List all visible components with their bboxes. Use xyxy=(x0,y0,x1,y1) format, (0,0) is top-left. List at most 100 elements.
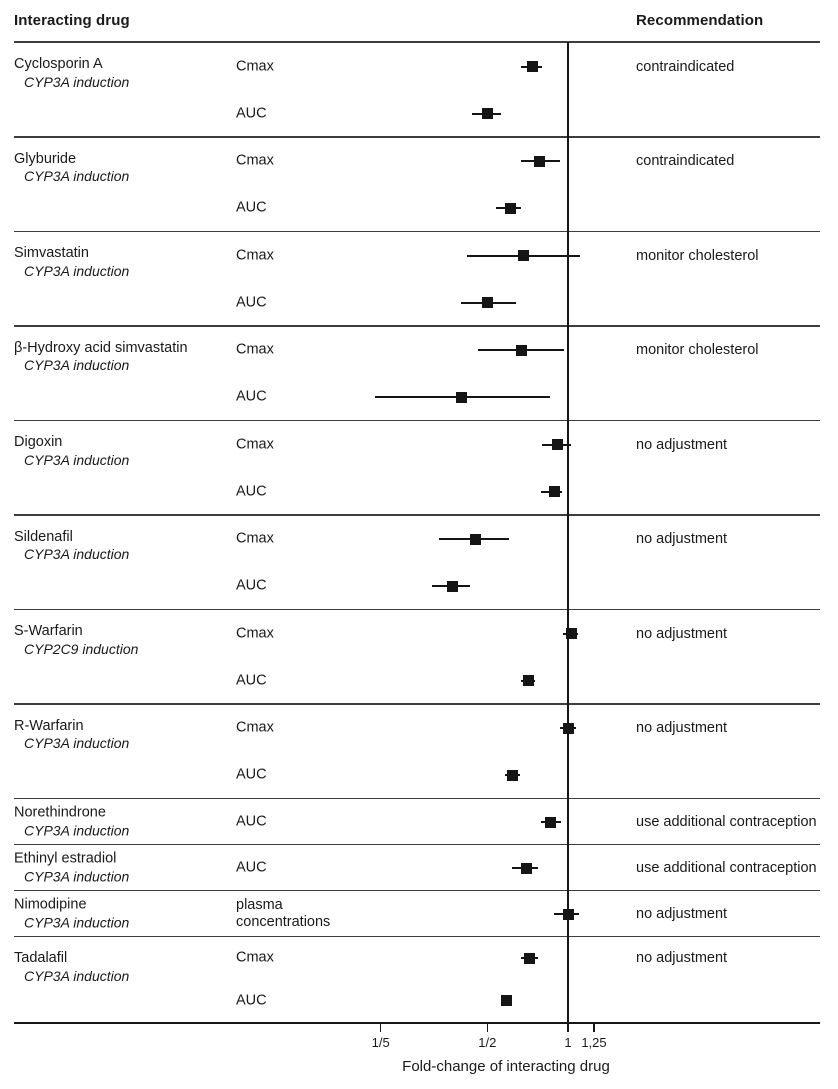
x-axis-line xyxy=(14,1022,820,1024)
column-header-interacting-drug: Interacting drug xyxy=(14,12,130,29)
measure-row: Cmax monitor cholesterol xyxy=(0,232,838,279)
header-divider xyxy=(14,41,820,43)
measure-label: AUC xyxy=(236,992,267,1009)
measure-label: AUC xyxy=(236,577,267,594)
drug-mechanism: CYP3A induction xyxy=(24,735,130,751)
measure-list: Cmax contraindicated AUC xyxy=(0,138,838,233)
recommendation-text: monitor cholesterol xyxy=(636,247,759,264)
measure-label: Cmax xyxy=(236,341,274,358)
measure-list: Cmax no adjustment AUC xyxy=(0,937,838,1022)
measure-row: Cmax no adjustment xyxy=(0,421,838,468)
measure-label: Cmax xyxy=(236,625,274,642)
measure-label: AUC xyxy=(236,294,267,311)
point-estimate-marker xyxy=(469,533,481,545)
measure-list: AUC use additional contraception xyxy=(0,845,838,891)
reference-line-fold-1 xyxy=(567,42,569,1022)
drug-row: AUC use additional contraception Ethinyl… xyxy=(0,845,838,891)
measure-list: Cmax no adjustment AUC xyxy=(0,516,838,611)
drug-row: AUC use additional contraception Norethi… xyxy=(0,799,838,845)
measure-row: AUC xyxy=(0,563,838,610)
drug-block: S-Warfarin CYP2C9 induction xyxy=(14,623,138,658)
recommendation-text: no adjustment xyxy=(636,625,728,642)
x-axis-tick xyxy=(567,1023,569,1032)
recommendation-text: no adjustment xyxy=(636,531,728,548)
measure-row: AUC xyxy=(0,374,838,421)
drug-block: Norethindrone CYP3A induction xyxy=(14,805,129,840)
x-axis-tick-label: 1 xyxy=(564,1035,572,1050)
drug-block: Cyclosporin A CYP3A induction xyxy=(14,56,129,91)
point-estimate-marker xyxy=(446,580,458,592)
point-estimate-marker xyxy=(522,675,534,687)
measure-row: AUC xyxy=(0,980,838,1023)
recommendation-text: no adjustment xyxy=(636,906,728,922)
drug-mechanism: CYP3A induction xyxy=(24,262,130,279)
measure-row: Cmax no adjustment xyxy=(0,516,838,563)
x-axis-tick-label: 1/5 xyxy=(371,1035,390,1050)
measure-list: AUC use additional contraception xyxy=(0,799,838,845)
point-estimate-marker xyxy=(455,391,467,403)
drug-name: Nimodipine xyxy=(14,896,87,913)
point-estimate-marker xyxy=(544,816,556,828)
point-estimate-marker xyxy=(551,439,563,451)
measure-row: Cmax monitor cholesterol xyxy=(0,327,838,374)
drug-block: β-Hydroxy acid simvastatin CYP3A inducti… xyxy=(14,340,188,375)
measure-row: Cmax no adjustment xyxy=(0,937,838,980)
column-header-recommendation: Recommendation xyxy=(636,12,764,29)
measure-row: AUC xyxy=(0,657,838,704)
drug-block: Nimodipine CYP3A induction xyxy=(14,897,129,932)
drug-name: β-Hydroxy acid simvastatin xyxy=(14,339,188,356)
measure-label: AUC xyxy=(236,483,267,500)
measure-row: plasma concentrations no adjustment xyxy=(0,891,838,937)
point-estimate-marker xyxy=(533,155,545,167)
measure-label: Cmax xyxy=(236,949,274,966)
measure-label: AUC xyxy=(236,813,267,830)
measure-label: AUC xyxy=(236,105,267,122)
measure-label: Cmax xyxy=(236,58,274,75)
measure-label: Cmax xyxy=(236,530,274,547)
point-estimate-marker xyxy=(524,952,536,964)
drug-name: Cyclosporin A xyxy=(14,56,103,72)
drug-rows: Cmax contraindicated AUC Cyclosporin A C… xyxy=(0,43,838,1022)
drug-name: Digoxin xyxy=(14,434,63,450)
drug-block: Ethinyl estradiol CYP3A induction xyxy=(14,851,129,886)
drug-mechanism: CYP2C9 induction xyxy=(24,640,139,657)
measure-label: AUC xyxy=(236,388,267,405)
recommendation-text: monitor cholesterol xyxy=(636,342,759,359)
measure-label: AUC xyxy=(236,672,267,689)
measure-label: Cmax xyxy=(236,152,274,169)
drug-mechanism: CYP3A induction xyxy=(24,168,130,184)
point-estimate-marker xyxy=(548,486,560,498)
x-axis-tick xyxy=(593,1023,595,1032)
drug-mechanism: CYP3A induction xyxy=(24,868,130,884)
measure-row: AUC xyxy=(0,752,838,799)
measure-list: Cmax monitor cholesterol AUC xyxy=(0,232,838,327)
drug-row: Cmax no adjustment AUC Tadalafil CYP3A i… xyxy=(0,937,838,1022)
measure-label: AUC xyxy=(236,859,267,876)
measure-label: Cmax xyxy=(236,719,274,736)
drug-mechanism: CYP3A induction xyxy=(24,451,130,468)
drug-row: Cmax monitor cholesterol AUC Simvastatin… xyxy=(0,232,838,327)
drug-row: Cmax contraindicated AUC Glyburide CYP3A… xyxy=(0,138,838,233)
recommendation-text: contraindicated xyxy=(636,58,735,75)
measure-row: AUC use additional contraception xyxy=(0,799,838,845)
drug-name: Norethindrone xyxy=(14,804,106,821)
measure-list: Cmax monitor cholesterol AUC xyxy=(0,327,838,422)
measure-list: Cmax no adjustment AUC xyxy=(0,421,838,516)
drug-mechanism: CYP3A induction xyxy=(24,357,130,373)
measure-row: Cmax contraindicated xyxy=(0,138,838,185)
measure-list: Cmax no adjustment AUC xyxy=(0,610,838,705)
drug-name: Tadalafil xyxy=(14,950,68,966)
measure-row: AUC xyxy=(0,279,838,326)
point-estimate-marker xyxy=(481,108,493,120)
drug-block: Simvastatin CYP3A induction xyxy=(14,245,129,280)
recommendation-text: no adjustment xyxy=(636,720,728,737)
point-estimate-marker xyxy=(504,202,516,214)
point-estimate-marker xyxy=(527,61,539,73)
point-estimate-marker xyxy=(520,862,532,874)
drug-name: Simvastatin xyxy=(14,245,89,261)
point-estimate-marker xyxy=(565,628,577,640)
drug-row: Cmax no adjustment AUC Sildenafil CYP3A … xyxy=(0,516,838,611)
drug-row: Cmax contraindicated AUC Cyclosporin A C… xyxy=(0,43,838,138)
drug-row: Cmax no adjustment AUC R-Warfarin CYP3A … xyxy=(0,705,838,800)
